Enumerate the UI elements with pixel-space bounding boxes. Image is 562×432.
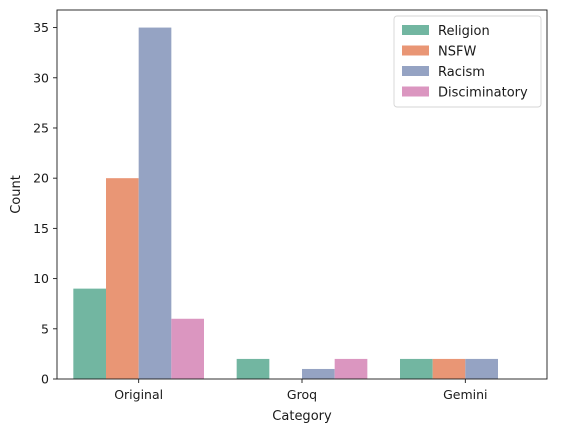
y-axis-label: Count <box>9 175 24 214</box>
bar-nsfw-original <box>106 178 139 379</box>
legend-box <box>393 15 542 108</box>
y-tick-label: 10 <box>33 271 49 286</box>
legend-swatch-nsfw <box>402 45 429 56</box>
bar-racism-original <box>138 27 172 379</box>
bars-layer <box>73 27 498 379</box>
bar-religion-original <box>73 288 106 379</box>
y-tick-label: 5 <box>41 321 49 336</box>
y-tick-label: 35 <box>33 20 49 35</box>
x-axis-label: Category <box>272 409 332 424</box>
bar-disciminatory-groq <box>334 358 368 379</box>
bar-nsfw-gemini <box>432 358 466 379</box>
x-tick-label: Original <box>114 387 163 402</box>
y-axis-ticks: 0 5 10 15 20 25 30 35 <box>33 20 57 387</box>
x-tick-label: Gemini <box>443 387 487 402</box>
y-tick-label: 15 <box>33 221 49 236</box>
bar-religion-groq <box>236 358 270 379</box>
bar-religion-gemini <box>400 358 433 379</box>
bar-racism-groq <box>302 368 335 379</box>
y-tick-label: 20 <box>33 171 49 186</box>
legend-swatch-religion <box>402 25 429 35</box>
legend: Religion NSFW Racism Disciminatory <box>393 15 542 108</box>
legend-label-disciminatory: Disciminatory <box>438 86 528 101</box>
legend-label-nsfw: NSFW <box>438 45 476 60</box>
legend-label-religion: Religion <box>438 24 490 39</box>
legend-swatch-racism <box>402 66 429 76</box>
x-tick-label: Groq <box>287 387 317 402</box>
legend-swatch-disciminatory <box>402 86 429 97</box>
bar-racism-gemini <box>465 358 498 379</box>
x-axis-ticks: Original Groq Gemini <box>114 379 488 402</box>
y-tick-label: 0 <box>41 372 49 387</box>
bar-disciminatory-original <box>171 318 204 379</box>
y-tick-label: 30 <box>33 70 49 85</box>
y-tick-label: 25 <box>33 120 49 135</box>
legend-label-racism: Racism <box>438 65 485 80</box>
